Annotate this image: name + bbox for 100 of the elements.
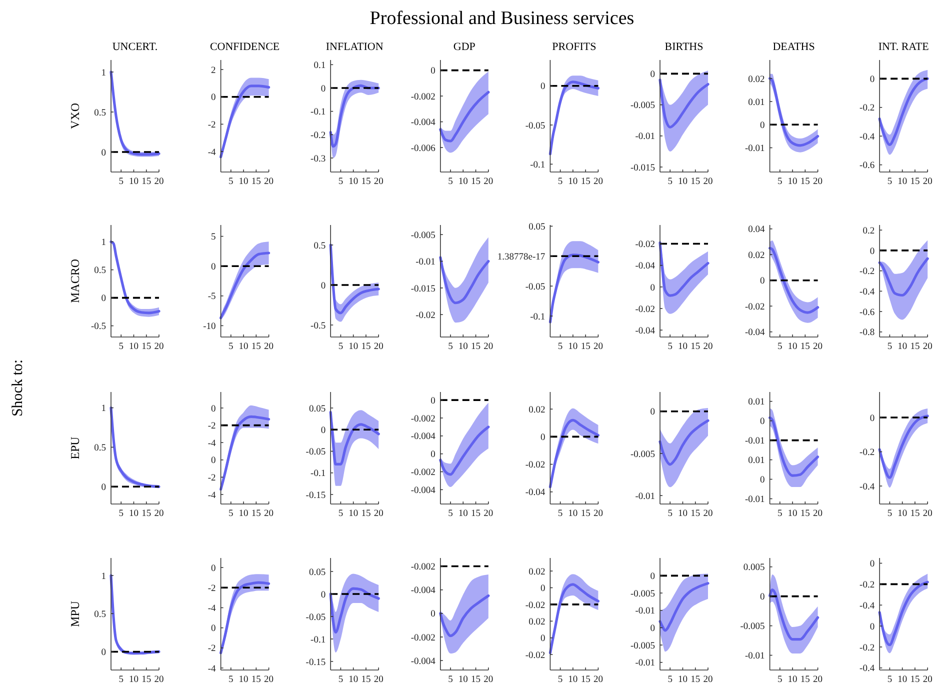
- x-tick-label: 20: [154, 509, 164, 519]
- x-tick-label: 15: [580, 509, 591, 519]
- x-tick-label: 5: [228, 509, 234, 519]
- x-tick-label: 5: [778, 675, 783, 685]
- y-tick-label: 0: [760, 276, 766, 287]
- x-tick-label: 15: [800, 342, 810, 352]
- y-tick-label: 0.05: [528, 222, 546, 233]
- y-tick-label: -0.5: [90, 322, 106, 332]
- x-tick-label: 5: [228, 342, 234, 352]
- x-tick-label: 10: [788, 509, 798, 519]
- x-tick-label: 5: [558, 509, 563, 519]
- x-tick-label: 20: [813, 509, 823, 519]
- x-tick-label: 5: [558, 675, 563, 685]
- x-tick-label: 20: [484, 342, 494, 352]
- y-tick-label: 0: [211, 564, 216, 574]
- x-tick-label: 10: [458, 177, 468, 187]
- chart-title: GDP: [453, 41, 476, 53]
- x-tick-label: 15: [690, 509, 700, 519]
- y-tick-label: -0.4: [860, 482, 875, 492]
- y-tick-label: -0.15: [306, 658, 326, 668]
- chart-title: INFLATION: [326, 41, 384, 53]
- x-tick-label: 20: [154, 177, 164, 187]
- y-tick-label: 0: [430, 396, 436, 406]
- x-tick-label: 5: [338, 177, 344, 187]
- y-tick-label: 0.005: [743, 563, 766, 574]
- x-tick-label: 5: [887, 342, 892, 352]
- x-tick-label: 20: [264, 675, 274, 685]
- x-tick-label: 15: [142, 342, 152, 352]
- x-tick-label: 15: [142, 177, 152, 187]
- x-tick-label: 5: [778, 342, 783, 352]
- x-tick-label: 20: [593, 342, 604, 352]
- y-axis-title: MACRO: [68, 258, 82, 304]
- y-tick-label: 0: [211, 404, 216, 414]
- x-tick-label: 15: [690, 177, 700, 187]
- y-tick-label: 0: [211, 93, 216, 104]
- x-tick-label: 10: [238, 342, 249, 352]
- x-tick-label: 20: [703, 675, 713, 685]
- chart-title: CONFIDENCE: [210, 41, 280, 53]
- x-tick-label: 15: [580, 675, 591, 685]
- x-tick-label: 20: [264, 342, 274, 352]
- y-tick-label: 0: [870, 246, 875, 257]
- x-tick-label: 15: [800, 675, 810, 685]
- x-tick-label: 5: [118, 177, 124, 187]
- x-tick-label: 10: [128, 177, 139, 187]
- x-tick-label: 15: [361, 177, 371, 187]
- x-tick-label: 5: [118, 675, 124, 685]
- x-tick-label: 15: [910, 509, 920, 519]
- y-tick-label: -0.05: [306, 448, 326, 458]
- y-tick-label: 0.5: [94, 108, 106, 118]
- y-axis-title: MPU: [68, 600, 82, 628]
- y-tick-label: 0.04: [748, 225, 766, 236]
- y-tick-label: -0.01: [745, 144, 766, 154]
- x-tick-label: 10: [568, 509, 578, 519]
- y-tick-label: 0: [320, 281, 326, 292]
- y-tick-label: -0.4: [860, 601, 875, 612]
- chart-title: PROFITS: [552, 41, 596, 53]
- y-tick-label: 0: [101, 294, 106, 304]
- x-tick-label: 20: [922, 675, 933, 685]
- x-tick-label: 20: [374, 675, 384, 685]
- y-tick-label: 0.5: [314, 241, 326, 252]
- x-tick-label: 10: [348, 342, 358, 352]
- x-tick-label: 5: [668, 177, 673, 187]
- x-tick-label: 5: [778, 509, 783, 519]
- y-tick-label: -0.015: [630, 163, 656, 174]
- x-tick-label: 20: [922, 342, 933, 352]
- x-tick-label: 5: [228, 675, 234, 685]
- x-tick-label: 5: [668, 509, 673, 519]
- x-tick-label: 15: [251, 177, 262, 187]
- y-tick-label: 0.5: [94, 610, 106, 620]
- y-tick-label: -0.005: [410, 230, 436, 241]
- y-tick-label: -0.002: [410, 414, 436, 424]
- y-tick-label: -0.2: [860, 448, 875, 458]
- y-tick-label: 0: [870, 74, 875, 85]
- x-tick-label: 10: [678, 509, 688, 519]
- y-tick-label: -0.004: [410, 586, 436, 596]
- x-tick-label: 20: [813, 342, 823, 352]
- y-tick-label: -0.01: [745, 652, 766, 662]
- y-tick-label: -0.05: [525, 121, 546, 132]
- y-tick-label: -0.1: [530, 160, 546, 170]
- y-tick-label: 1: [101, 404, 106, 414]
- y-tick-label: 0: [320, 84, 326, 94]
- y-tick-label: 1: [101, 68, 106, 78]
- y-tick-label: -0.02: [525, 600, 546, 611]
- x-tick-label: 10: [128, 342, 139, 352]
- x-tick-label: 20: [813, 675, 823, 685]
- x-tick-label: 10: [898, 342, 908, 352]
- y-tick-label: 5: [211, 232, 216, 243]
- x-tick-label: 5: [338, 509, 344, 519]
- y-tick-label: 2: [211, 66, 216, 76]
- x-tick-label: 15: [471, 177, 481, 187]
- x-tick-label: 15: [690, 675, 700, 685]
- y-tick-label: 0.2: [862, 226, 875, 236]
- text: Shock to:: [10, 359, 26, 417]
- x-tick-label: 15: [910, 675, 920, 685]
- x-tick-label: 10: [128, 509, 139, 519]
- y-tick-label: 0: [760, 120, 766, 131]
- x-tick-label: 20: [374, 342, 384, 352]
- x-tick-label: 10: [788, 675, 798, 685]
- y-tick-label: 0: [650, 70, 656, 80]
- y-tick-label: 0: [101, 482, 106, 493]
